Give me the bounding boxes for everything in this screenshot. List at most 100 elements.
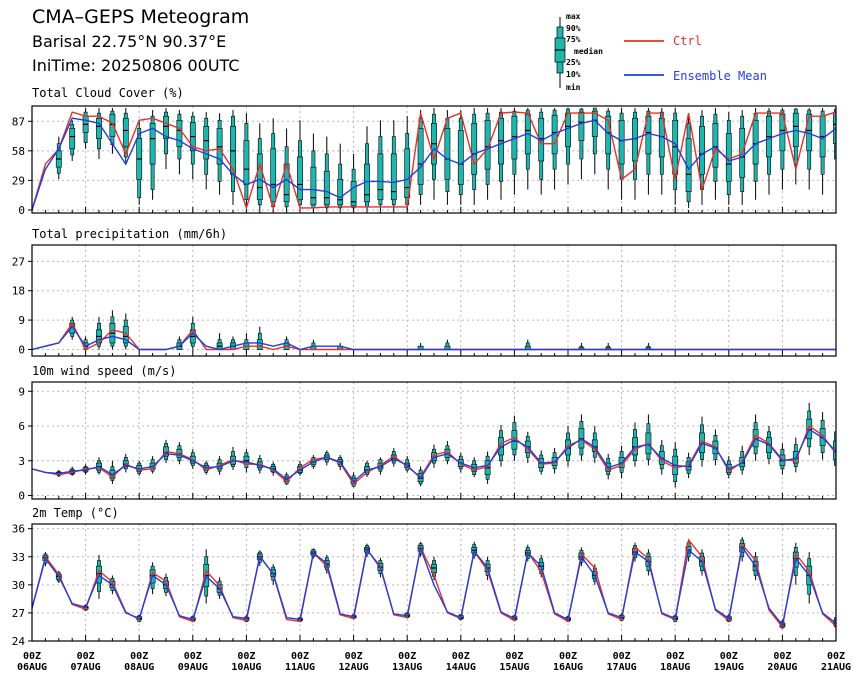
x-tick-label-hour: 00Z xyxy=(773,651,791,662)
x-tick-label-day: 20AUG xyxy=(767,662,797,673)
ctrl-line xyxy=(32,111,836,211)
box-p25-p75 xyxy=(417,128,424,185)
x-tick-label-day: 12AUG xyxy=(339,662,369,673)
box-p25-p75 xyxy=(310,166,317,206)
box-p25-p75 xyxy=(847,112,852,143)
y-tick-label: 3 xyxy=(18,455,25,468)
box-p25-p75 xyxy=(176,119,183,148)
legend-ctrl-label: Ctrl xyxy=(673,34,702,48)
box-p25-p75 xyxy=(712,123,719,168)
x-tick-label-day: 16AUG xyxy=(553,662,583,673)
y-tick-label: 0 xyxy=(18,343,25,356)
panel-frame xyxy=(31,523,837,642)
box-p25-p75 xyxy=(203,126,210,160)
x-tick-label-hour: 00Z xyxy=(291,651,309,662)
box-p25-p75 xyxy=(457,130,464,185)
box-p25-p75 xyxy=(752,119,759,165)
y-tick-label: 9 xyxy=(18,314,25,327)
ensemble-mean-line xyxy=(32,545,836,627)
chart-title: CMA–GEPS Meteogram xyxy=(32,6,250,28)
box-p25-p75 xyxy=(96,117,102,139)
x-tick-label-hour: 00Z xyxy=(452,651,470,662)
box-p25-p75 xyxy=(149,123,156,165)
x-tick-label-hour: 00Z xyxy=(613,651,631,662)
x-tick-label-day: 10AUG xyxy=(231,662,261,673)
y-tick-label: 27 xyxy=(12,255,25,268)
box-p25-p75 xyxy=(337,179,344,206)
x-tick-label-hour: 00Z xyxy=(345,651,363,662)
x-tick-label-day: 14AUG xyxy=(446,662,476,673)
box-p25-p75 xyxy=(270,148,277,203)
box-p25-p75 xyxy=(122,326,129,344)
ensemble-mean-line xyxy=(32,117,836,211)
box-p25-p75 xyxy=(256,153,263,201)
panel-title: 2m Temp (°C) xyxy=(32,506,119,520)
panel-plot-area xyxy=(32,537,852,629)
x-tick-label-hour: 00Z xyxy=(720,651,738,662)
box-p10-p90 xyxy=(848,540,851,598)
y-tick-label: 24 xyxy=(12,635,26,648)
location-label: Barisal 22.75°N 90.37°E xyxy=(32,32,227,51)
box-p25-p75 xyxy=(69,128,76,150)
box-p25-p75 xyxy=(96,565,102,584)
panel-plot-area xyxy=(32,402,852,488)
legend-box-label: min xyxy=(566,82,581,92)
legend-box-label: 25% xyxy=(566,58,581,67)
x-tick-label-hour: 00Z xyxy=(666,651,684,662)
x-tick-label-hour: 00Z xyxy=(23,651,41,662)
y-tick-label: 27 xyxy=(12,607,25,620)
box-p25-p75 xyxy=(833,111,836,145)
box-p25-p75 xyxy=(484,119,491,170)
y-tick-label: 87 xyxy=(12,115,25,128)
x-tick-label-day: 08AUG xyxy=(124,662,154,673)
ctrl-line xyxy=(32,538,836,629)
panel-frame xyxy=(31,244,837,357)
box-p25-p75 xyxy=(243,140,250,185)
panel-title: Total precipitation (mm/6h) xyxy=(32,227,227,241)
x-tick-label-day: 13AUG xyxy=(392,662,422,673)
y-tick-label: 36 xyxy=(12,523,25,536)
box-p25-p75 xyxy=(471,123,478,175)
init-time-label: IniTime: 20250806 00UTC xyxy=(32,56,240,75)
x-tick-label-day: 15AUG xyxy=(499,662,529,673)
box-p25-p75 xyxy=(256,339,263,350)
y-tick-label: 0 xyxy=(18,204,25,217)
x-tick-label-day: 06AUG xyxy=(17,662,47,673)
y-tick-label: 0 xyxy=(18,490,25,503)
panel-plot-area xyxy=(32,107,852,211)
box-p25-p75 xyxy=(847,450,852,464)
box-p10-p90 xyxy=(848,443,851,468)
box-p25-p75 xyxy=(390,153,397,201)
box-p25-p75 xyxy=(404,148,411,199)
box-p10-p90 xyxy=(848,340,851,350)
ensemble-mean-line xyxy=(32,325,836,351)
panel-frame xyxy=(31,105,837,214)
x-tick-label-day: 11AUG xyxy=(285,662,315,673)
panel-plot-area xyxy=(32,310,851,351)
ensemble-mean-line xyxy=(32,428,836,483)
x-tick-label-hour: 00Z xyxy=(130,651,148,662)
x-tick-label-hour: 00Z xyxy=(559,651,577,662)
legend-box-label: 75% xyxy=(566,35,581,44)
legend-box-label: max xyxy=(566,12,581,21)
x-tick-label-day: 19AUG xyxy=(714,662,744,673)
legend-box-label: 10% xyxy=(566,70,581,79)
box-p25-p75 xyxy=(632,117,638,162)
box-p25-p75 xyxy=(578,111,585,141)
box-p25-p75 xyxy=(377,153,384,201)
x-tick-label-hour: 00Z xyxy=(237,651,255,662)
box-p25-p75 xyxy=(109,113,116,137)
panel-title: Total Cloud Cover (%) xyxy=(32,86,184,100)
ctrl-line xyxy=(32,424,836,485)
x-tick-label-hour: 00Z xyxy=(77,651,95,662)
x-tick-label-hour: 00Z xyxy=(184,651,202,662)
box-p25-p75 xyxy=(847,551,852,585)
legend-mean-label: Ensemble Mean xyxy=(673,69,767,83)
x-tick-label-hour: 00Z xyxy=(827,651,845,662)
y-tick-label: 33 xyxy=(12,551,25,564)
legend-box-label: 90% xyxy=(566,24,581,33)
x-tick-label-day: 17AUG xyxy=(607,662,637,673)
x-tick-label-hour: 00Z xyxy=(398,651,416,662)
box-p25-p75 xyxy=(297,156,303,201)
